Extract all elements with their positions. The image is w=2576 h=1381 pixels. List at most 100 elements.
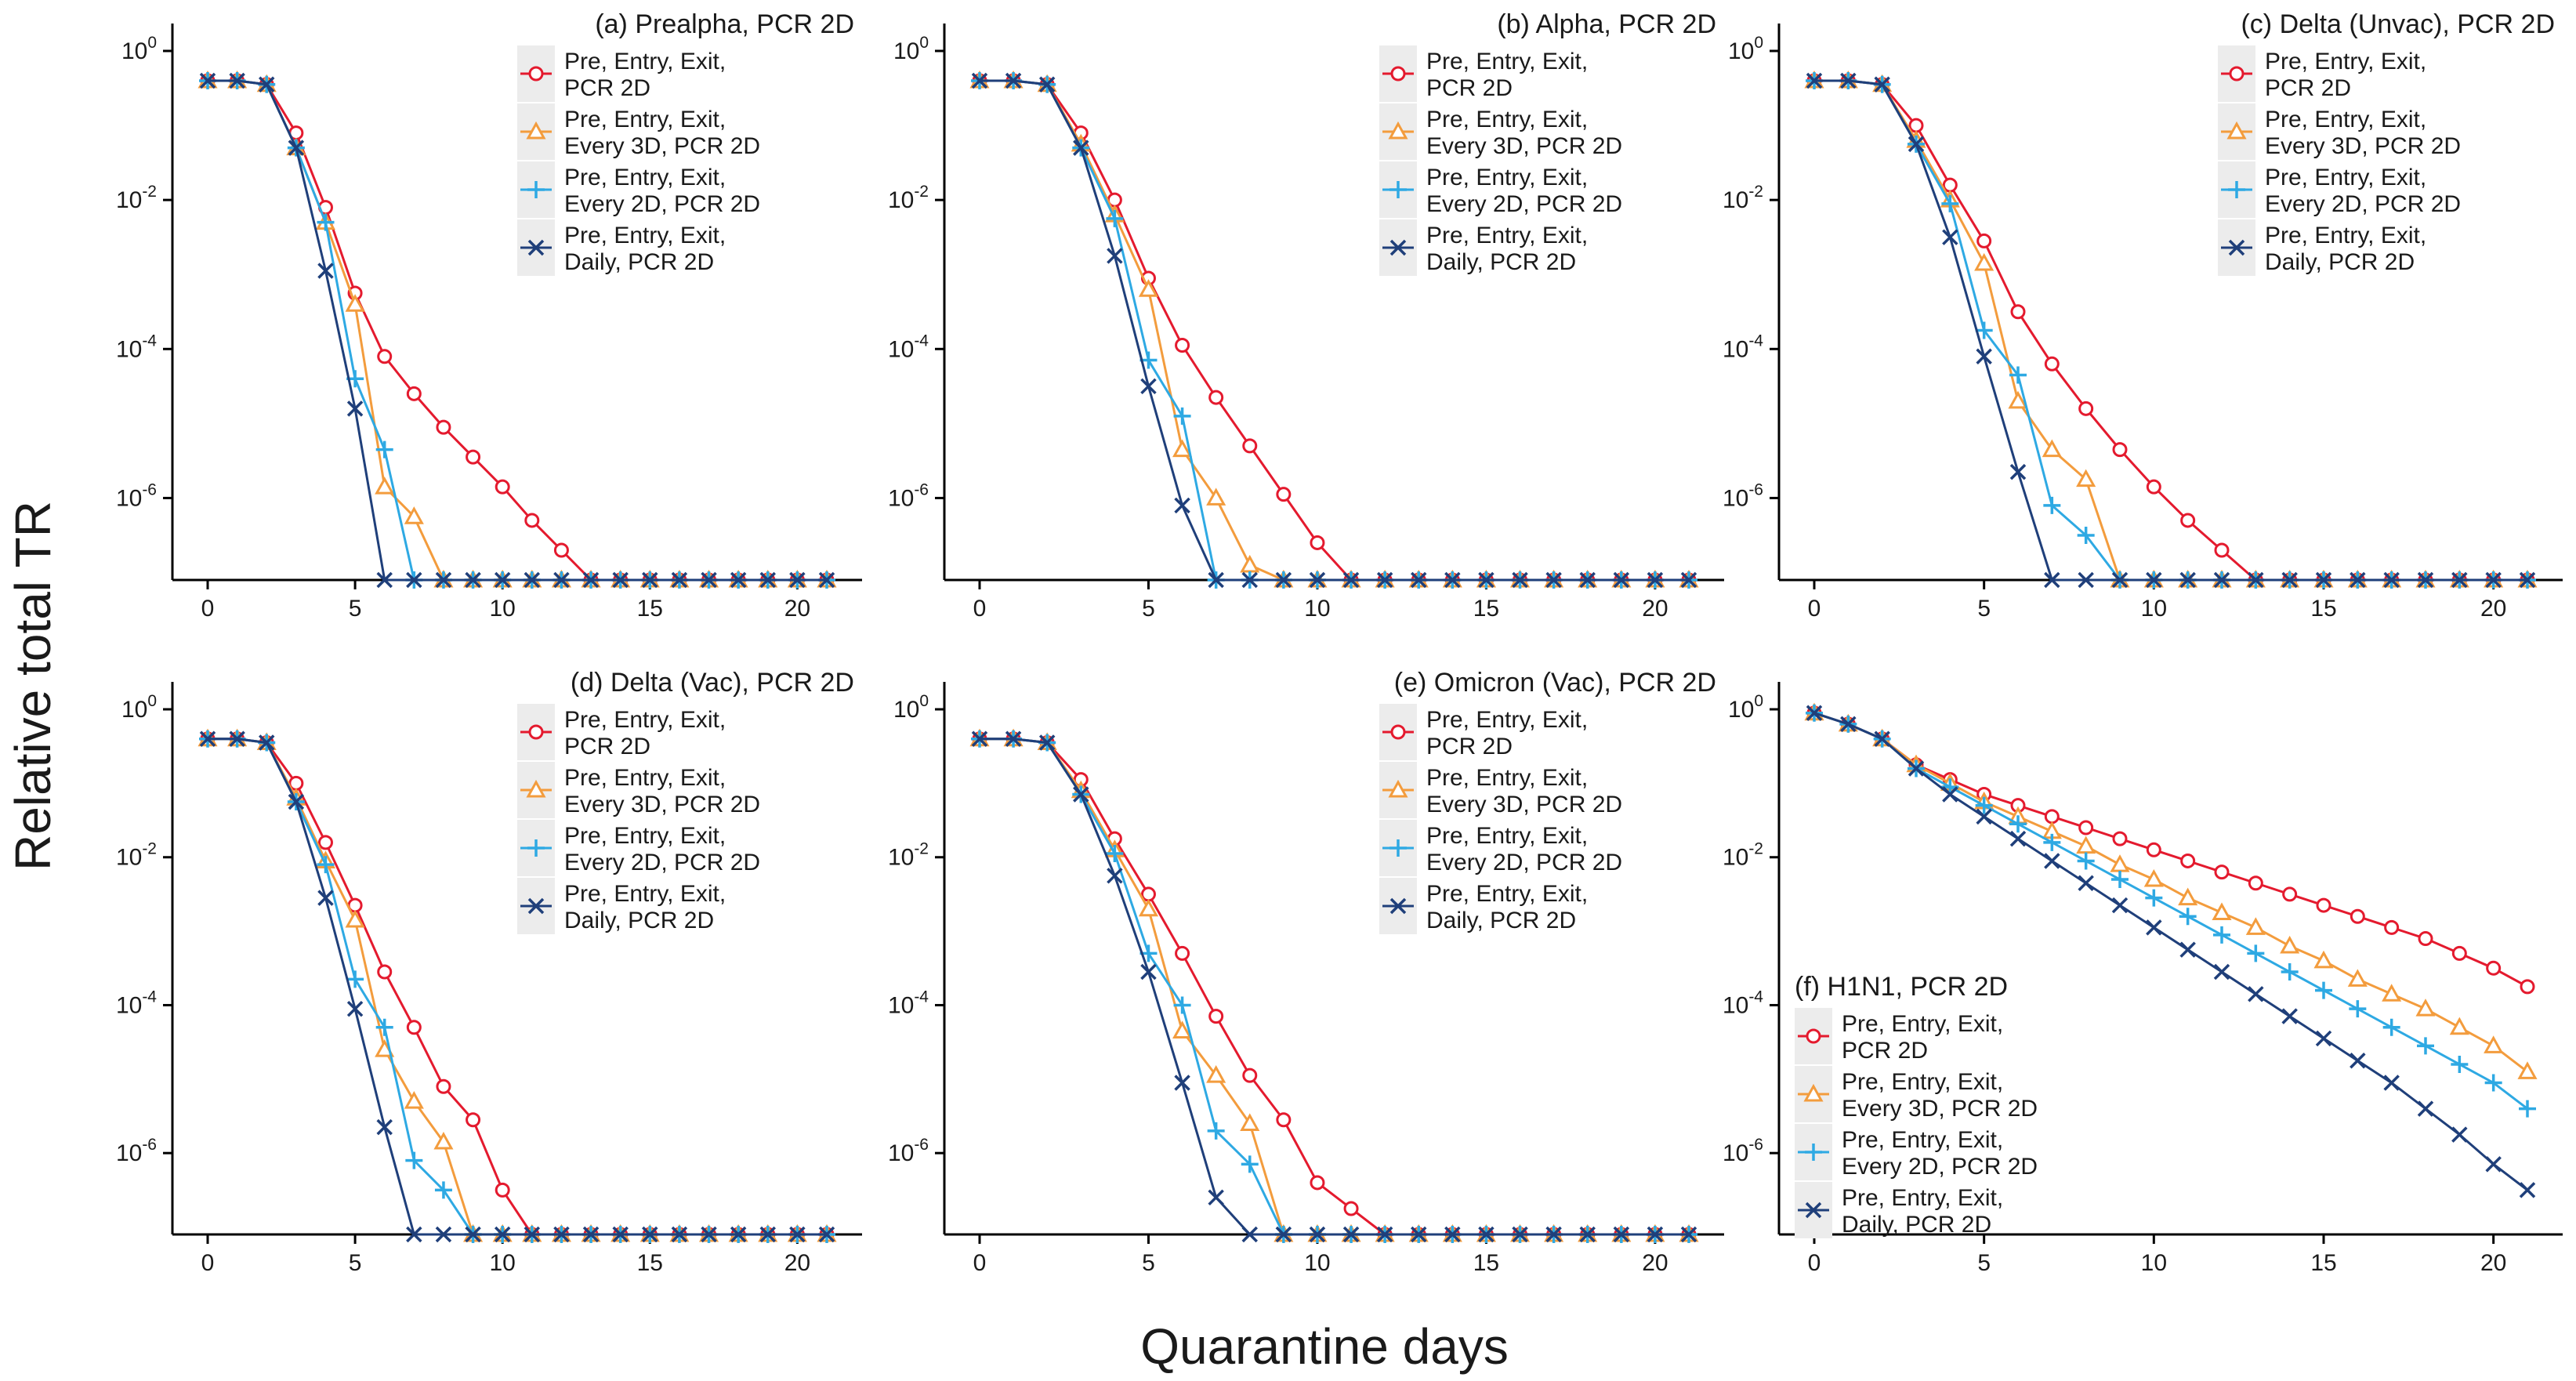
legend-marker: [1390, 724, 1406, 740]
x-tick-label: 0: [201, 1250, 215, 1276]
data-point: [2248, 571, 2264, 589]
x-tick-label: 10: [2141, 1250, 2167, 1276]
y-tick-label: 10-6: [888, 480, 929, 511]
data-point: [2143, 868, 2164, 887]
data-point: [1840, 716, 1857, 733]
data-point: [1613, 1226, 1630, 1243]
data-point: [582, 1226, 600, 1243]
data-point: [2078, 820, 2094, 835]
legend-label: Pre, Entry, Exit, Daily, PCR 2D: [1426, 881, 1588, 933]
series: [199, 72, 835, 589]
data-point: [2180, 853, 2196, 868]
data-point: [1444, 571, 1461, 589]
y-axis-title: Relative total TR: [5, 501, 61, 871]
data-point: [2384, 919, 2400, 935]
data-point: [2282, 886, 2298, 902]
x-tick-label: 15: [637, 1250, 663, 1276]
data-point: [2315, 571, 2332, 589]
data-point: [1310, 535, 1325, 550]
series-line: [1813, 712, 2528, 1073]
data-point: [730, 571, 747, 589]
data-point: [1174, 497, 1190, 514]
data-point: [2281, 571, 2298, 589]
data-point: [1140, 378, 1157, 395]
legend-label: Pre, Entry, Exit, Every 2D, PCR 2D: [1426, 165, 1622, 217]
data-point: [2111, 897, 2129, 914]
data-point: [2214, 864, 2230, 880]
data-point: [2451, 945, 2467, 961]
y-tick-label: 10-6: [1723, 480, 1763, 511]
x-tick-label: 0: [201, 596, 215, 622]
data-point: [524, 513, 540, 528]
data-point: [1680, 571, 1697, 589]
x-tick-label: 15: [1473, 1250, 1499, 1276]
data-point: [730, 1226, 747, 1243]
legend-marker: [1389, 181, 1407, 198]
data-point: [199, 730, 216, 747]
data-point: [2519, 571, 2536, 589]
data-point: [1680, 1226, 1697, 1243]
data-point: [2213, 963, 2230, 980]
data-point: [1342, 1226, 1360, 1243]
data-point: [2484, 1074, 2502, 1092]
data-point: [1975, 796, 1993, 814]
data-point: [375, 477, 395, 495]
data-point: [553, 542, 569, 558]
data-point: [1512, 571, 1528, 589]
data-point: [2350, 908, 2365, 924]
legend-label: Pre, Entry, Exit, Daily, PCR 2D: [1842, 1185, 2003, 1238]
legend-marker: [526, 121, 546, 140]
data-point: [2112, 831, 2128, 846]
data-point: [1941, 194, 1959, 212]
data-point: [1874, 76, 1890, 93]
chart-title: (b) Alpha, PCR 2D: [1497, 9, 1716, 39]
legend-marker: [1390, 66, 1406, 82]
data-point: [2213, 571, 2230, 589]
legend-marker: [527, 181, 545, 198]
data-point: [1478, 571, 1495, 589]
x-tick-label: 15: [2310, 596, 2336, 622]
data-point: [1976, 348, 1992, 365]
x-tick-label: 10: [490, 596, 516, 622]
data-point: [346, 401, 364, 417]
data-point: [1208, 1189, 1224, 1206]
x-tick-label: 15: [2310, 1250, 2336, 1276]
y-tick-label: 10-4: [1723, 332, 1763, 362]
data-point: [2008, 390, 2028, 409]
legend-label: Pre, Entry, Exit, PCR 2D: [1426, 707, 1588, 759]
data-point: [2315, 1030, 2332, 1047]
x-tick-label: 5: [349, 1250, 362, 1276]
series-line: [1814, 79, 2527, 582]
data-point: [406, 1226, 422, 1243]
data-point: [2350, 571, 2366, 589]
data-point: [229, 72, 245, 89]
data-point: [1241, 571, 1258, 589]
data-point: [465, 1226, 481, 1243]
data-point: [1208, 390, 1224, 405]
data-point: [2417, 1100, 2434, 1117]
data-point: [2383, 1075, 2400, 1091]
data-point: [317, 213, 335, 231]
data-point: [2077, 526, 2095, 544]
data-point: [1073, 140, 1089, 156]
data-point: [1174, 1075, 1190, 1091]
data-point: [2517, 1061, 2538, 1079]
y-tick-label: 100: [121, 34, 157, 64]
data-point: [404, 506, 424, 524]
y-tick-label: 10-2: [1723, 840, 1763, 871]
data-point: [971, 72, 988, 89]
x-tick-label: 15: [637, 596, 663, 622]
y-tick-label: 10-4: [888, 332, 929, 362]
data-point: [1647, 571, 1664, 589]
data-point: [1073, 786, 1089, 803]
data-point: [199, 72, 216, 89]
data-point: [1107, 248, 1123, 264]
data-point: [1579, 571, 1596, 589]
series: [1806, 704, 2536, 1118]
data-point: [376, 1118, 393, 1136]
x-tick-label: 0: [1808, 1250, 1821, 1276]
data-point: [2179, 908, 2197, 926]
data-point: [2145, 889, 2163, 907]
data-point: [2044, 809, 2060, 825]
data-point: [2010, 304, 2026, 320]
